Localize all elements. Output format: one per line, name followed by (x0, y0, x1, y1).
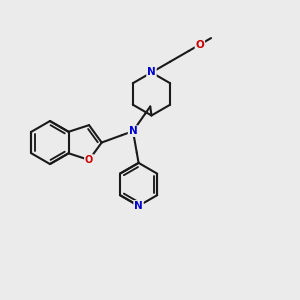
Text: N: N (147, 68, 156, 77)
Text: N: N (134, 201, 143, 211)
Text: O: O (196, 40, 204, 50)
Text: N: N (129, 126, 137, 136)
Text: O: O (85, 155, 93, 165)
